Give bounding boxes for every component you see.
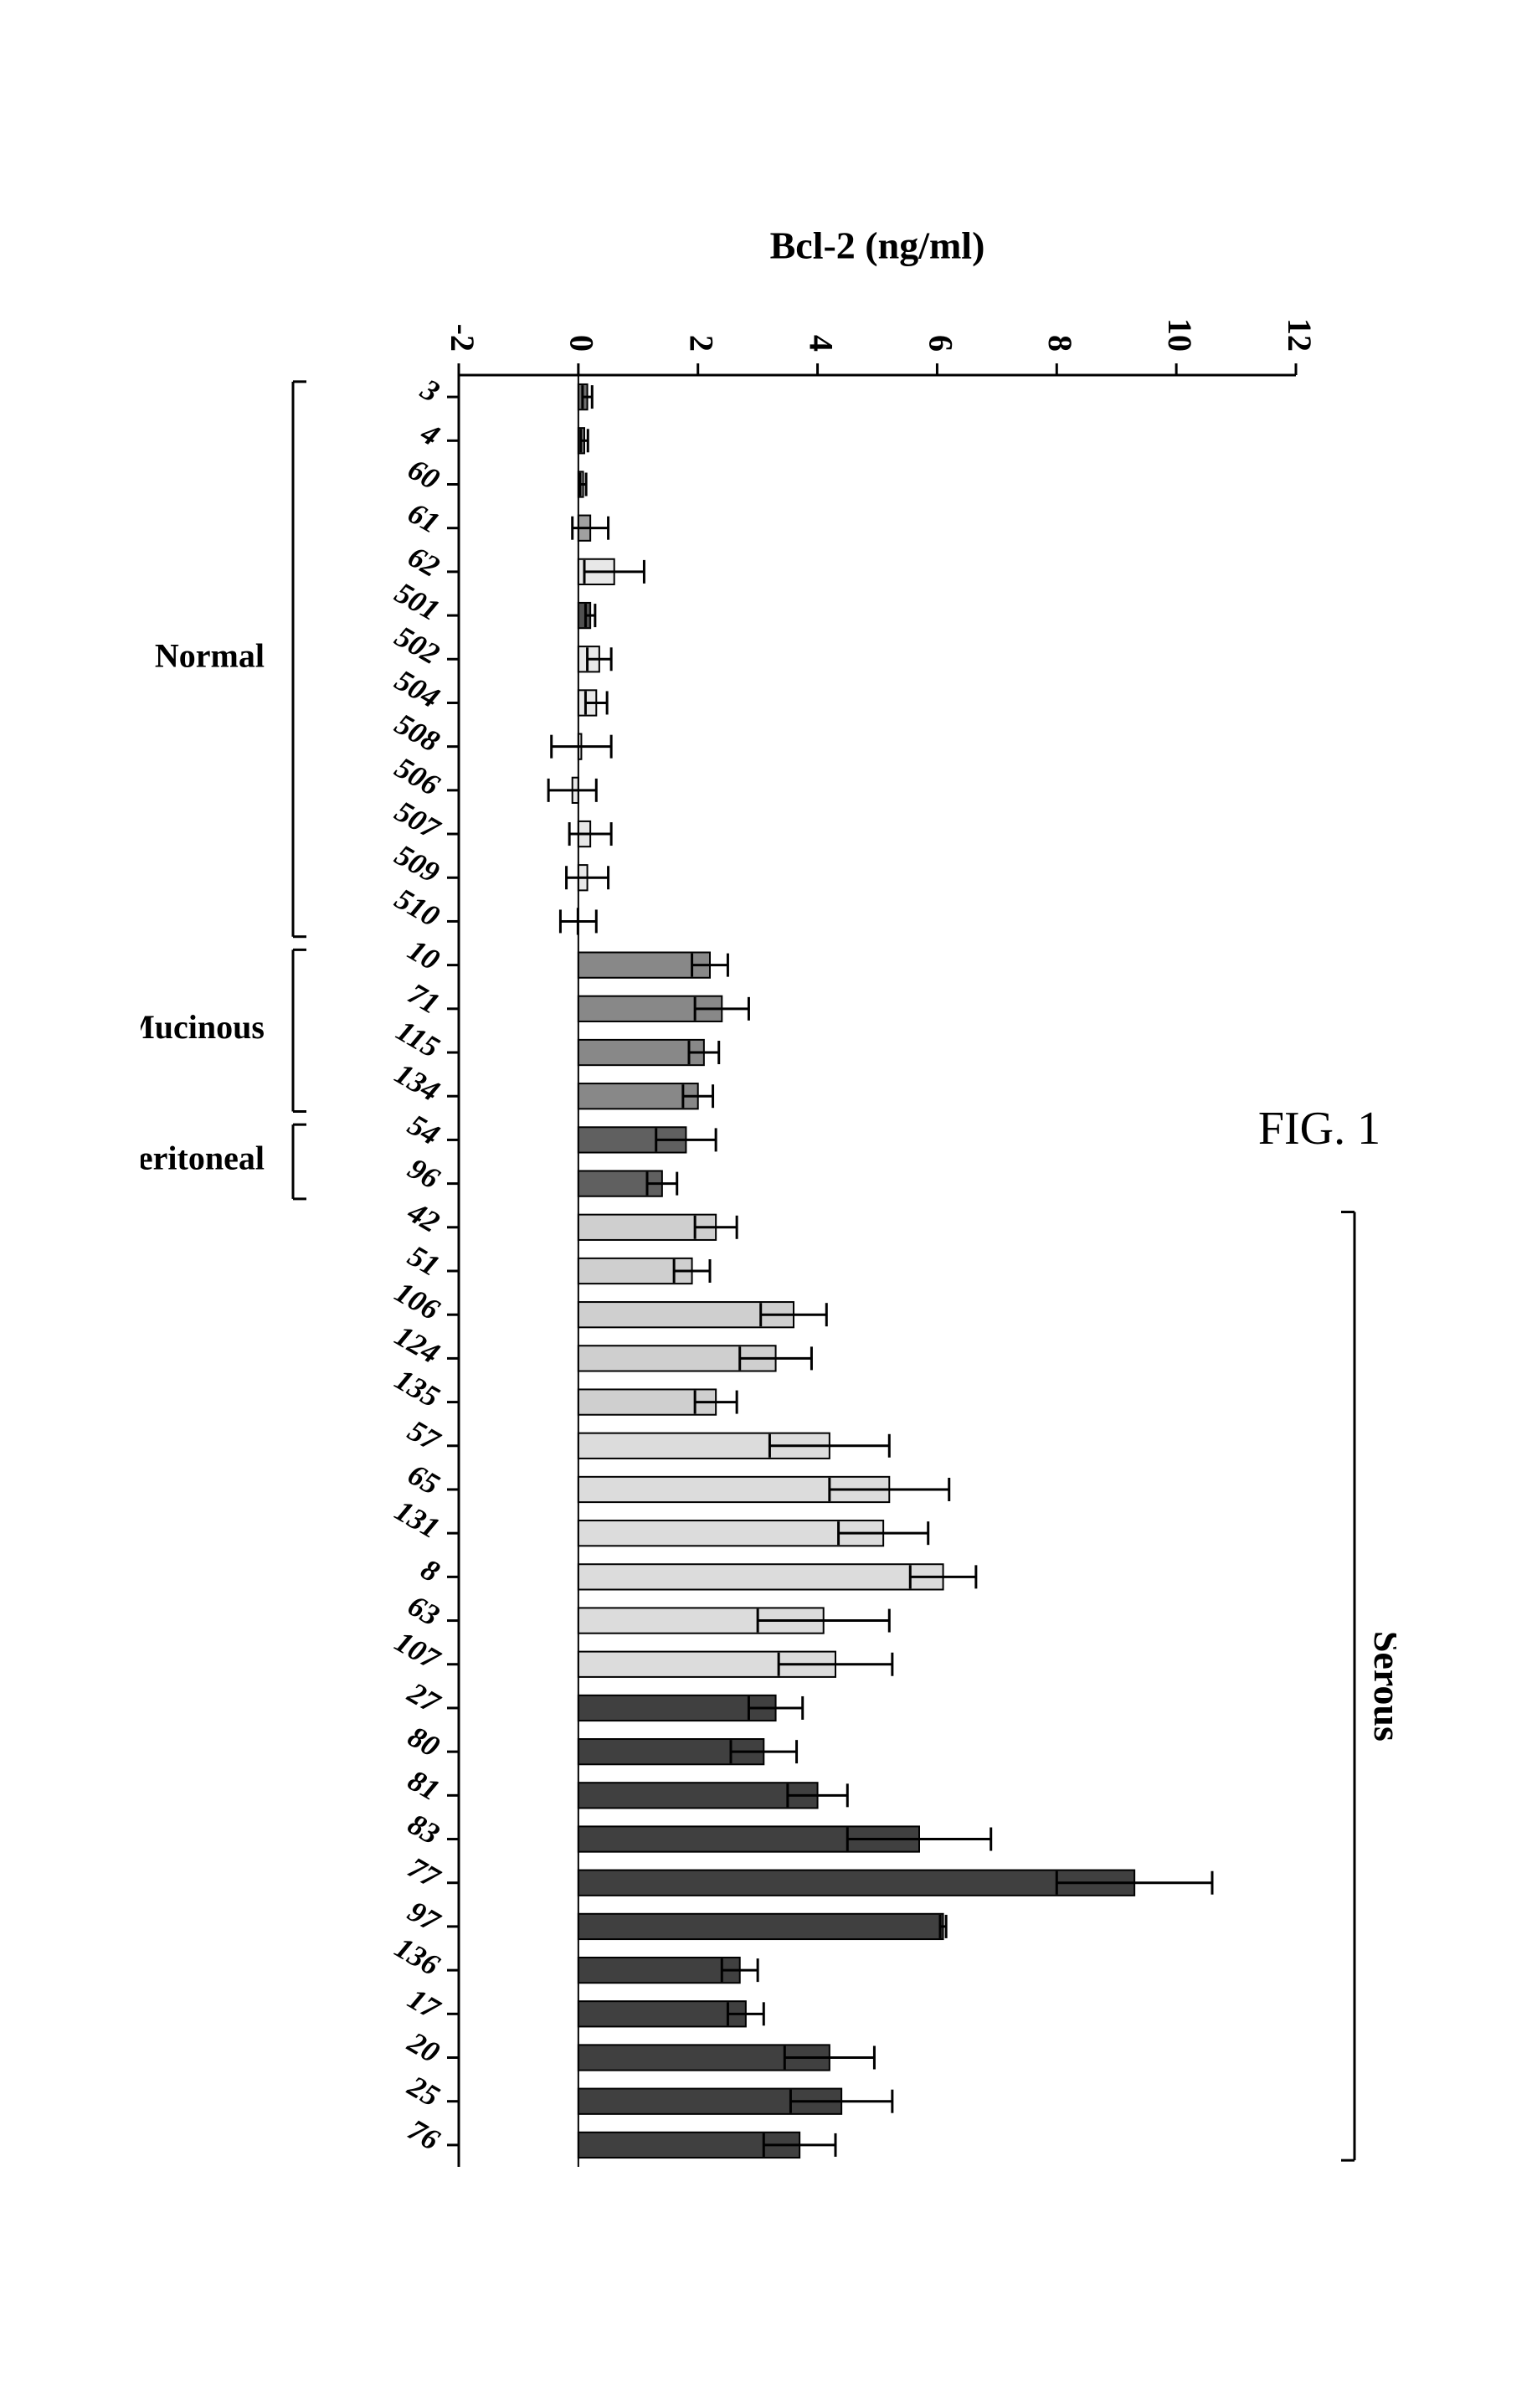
chart-svg-holder: -2024681012Bcl-2 (ng/ml)3460616250150250… <box>141 157 1396 2251</box>
group-label: Peritoneal <box>141 1140 265 1177</box>
y-tick-label: 2 <box>683 335 721 352</box>
bar <box>578 1040 704 1065</box>
y-tick-label: -2 <box>444 324 481 352</box>
bar <box>578 1564 943 1589</box>
bar <box>578 2001 746 2026</box>
group-label: Normal <box>155 636 265 674</box>
bar <box>578 1783 818 1808</box>
y-tick-label: 10 <box>1161 318 1199 352</box>
bcl2-bar-chart: -2024681012Bcl-2 (ng/ml)3460616250150250… <box>141 157 1396 2251</box>
bar <box>578 952 710 977</box>
group-label: Mucinous <box>141 1008 265 1046</box>
y-tick-label: 6 <box>922 335 959 352</box>
page: -2024681012Bcl-2 (ng/ml)3460616250150250… <box>0 0 1537 2408</box>
y-tick-label: 12 <box>1281 318 1319 352</box>
bar <box>578 1914 943 1939</box>
group-label: Serous <box>1366 1631 1396 1742</box>
y-tick-label: 0 <box>563 335 601 352</box>
y-tick-label: 4 <box>802 335 840 352</box>
bar <box>578 1958 740 1983</box>
bar <box>578 1083 698 1109</box>
bar <box>578 1870 1134 1896</box>
rotated-chart-container: -2024681012Bcl-2 (ng/ml)3460616250150250… <box>141 157 1396 2251</box>
bar <box>578 1695 776 1721</box>
y-axis-label: Bcl-2 (ng/ml) <box>770 224 985 267</box>
y-tick-label: 8 <box>1041 335 1079 352</box>
figure-label: FIG. 1 <box>1258 1102 1380 1155</box>
